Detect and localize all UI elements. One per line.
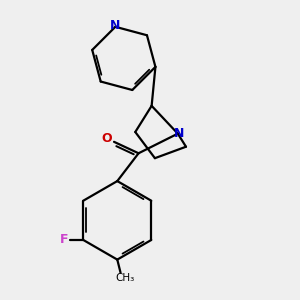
Text: CH₃: CH₃ <box>116 273 135 283</box>
Text: N: N <box>110 19 121 32</box>
Text: O: O <box>101 132 112 145</box>
Text: N: N <box>174 127 184 140</box>
Text: F: F <box>59 233 68 247</box>
